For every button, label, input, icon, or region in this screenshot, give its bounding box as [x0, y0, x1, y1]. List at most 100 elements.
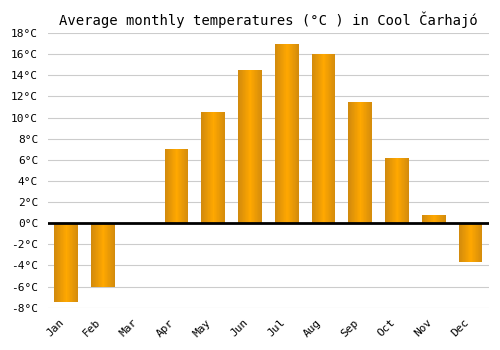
Bar	[470, 223, 471, 262]
Bar	[179, 149, 180, 223]
Bar	[164, 149, 165, 223]
Bar	[386, 158, 387, 223]
Title: Average monthly temperatures (°C ) in Cool Čarhajó: Average monthly temperatures (°C ) in Co…	[59, 11, 478, 28]
Bar	[72, 223, 73, 302]
Bar	[64, 223, 65, 302]
Bar	[252, 70, 253, 223]
Bar	[442, 215, 444, 223]
Bar	[393, 158, 394, 223]
Bar	[440, 215, 441, 223]
Bar	[62, 223, 63, 302]
Bar	[56, 223, 58, 302]
Bar	[292, 43, 294, 223]
Bar	[459, 223, 460, 262]
Bar	[424, 215, 425, 223]
Bar	[367, 102, 368, 223]
Bar	[394, 158, 395, 223]
Bar	[352, 102, 353, 223]
Bar	[388, 158, 389, 223]
Bar	[168, 149, 170, 223]
Bar	[314, 54, 315, 223]
Bar	[104, 223, 105, 287]
Bar	[174, 149, 176, 223]
Bar	[426, 215, 427, 223]
Bar	[67, 223, 68, 302]
Bar	[436, 215, 438, 223]
Bar	[258, 70, 259, 223]
Bar	[103, 223, 104, 287]
Bar	[369, 102, 370, 223]
Bar	[474, 223, 476, 262]
Bar	[112, 223, 113, 287]
Bar	[356, 102, 358, 223]
Bar	[172, 149, 173, 223]
Bar	[465, 223, 466, 262]
Bar	[358, 102, 359, 223]
Bar	[257, 70, 258, 223]
Bar	[98, 223, 99, 287]
Bar	[166, 149, 167, 223]
Bar	[427, 215, 428, 223]
Bar	[330, 54, 332, 223]
Bar	[216, 112, 217, 223]
Bar	[243, 70, 244, 223]
Bar	[260, 70, 262, 223]
Bar	[114, 223, 115, 287]
Bar	[182, 149, 183, 223]
Bar	[223, 112, 224, 223]
Bar	[354, 102, 355, 223]
Bar	[256, 70, 257, 223]
Bar	[334, 54, 335, 223]
Bar	[68, 223, 69, 302]
Bar	[96, 223, 97, 287]
Bar	[285, 43, 286, 223]
Bar	[247, 70, 248, 223]
Bar	[245, 70, 246, 223]
Bar	[278, 43, 279, 223]
Bar	[222, 112, 223, 223]
Bar	[209, 112, 210, 223]
Bar	[408, 158, 409, 223]
Bar	[362, 102, 363, 223]
Bar	[349, 102, 350, 223]
Bar	[248, 70, 249, 223]
Bar	[246, 70, 247, 223]
Bar	[214, 112, 215, 223]
Bar	[76, 223, 77, 302]
Bar	[434, 215, 435, 223]
Bar	[185, 149, 186, 223]
Bar	[399, 158, 400, 223]
Bar	[254, 70, 255, 223]
Bar	[445, 215, 446, 223]
Bar	[391, 158, 392, 223]
Bar	[110, 223, 112, 287]
Bar	[165, 149, 166, 223]
Bar	[105, 223, 106, 287]
Bar	[75, 223, 76, 302]
Bar	[458, 223, 459, 262]
Bar	[370, 102, 371, 223]
Bar	[187, 149, 188, 223]
Bar	[387, 158, 388, 223]
Bar	[472, 223, 473, 262]
Bar	[65, 223, 66, 302]
Bar	[107, 223, 108, 287]
Bar	[402, 158, 403, 223]
Bar	[95, 223, 96, 287]
Bar	[244, 70, 245, 223]
Bar	[204, 112, 205, 223]
Bar	[97, 223, 98, 287]
Bar	[365, 102, 366, 223]
Bar	[478, 223, 479, 262]
Bar	[210, 112, 211, 223]
Bar	[328, 54, 329, 223]
Bar	[286, 43, 288, 223]
Bar	[167, 149, 168, 223]
Bar	[404, 158, 405, 223]
Bar	[360, 102, 361, 223]
Bar	[473, 223, 474, 262]
Bar	[335, 54, 336, 223]
Bar	[468, 223, 469, 262]
Bar	[202, 112, 203, 223]
Bar	[428, 215, 429, 223]
